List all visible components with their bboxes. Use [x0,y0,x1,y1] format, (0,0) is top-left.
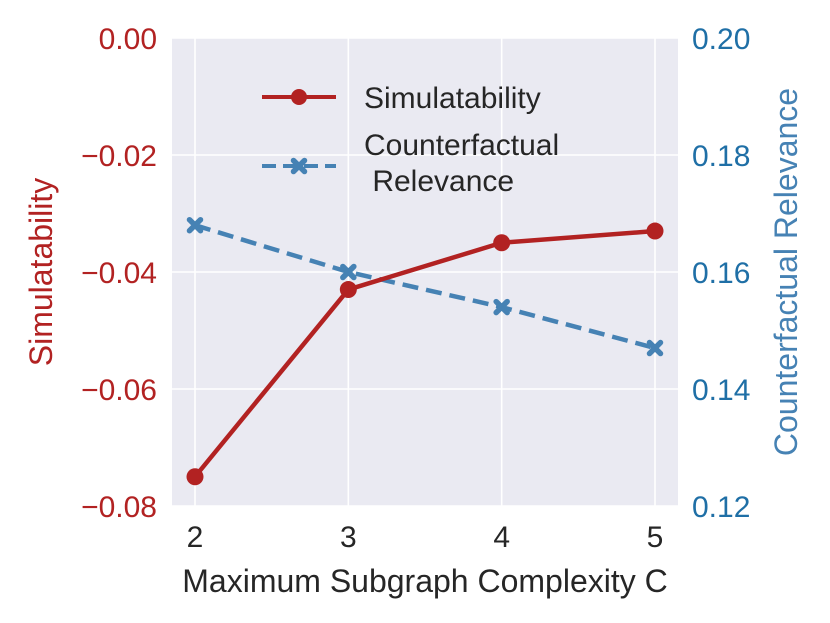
simulatability-point [186,468,204,486]
right-axis-title: Counterfactual Relevance [768,88,804,456]
legend: Simulatability Counterfactual Relevance [262,82,567,198]
x-tick-label: 4 [493,521,510,554]
left-tick-label: −0.02 [81,140,157,173]
left-axis-title: Simulatability [23,178,59,367]
legend-counterfactual-marker [290,157,308,175]
counterfactual-relevance-point [646,339,664,357]
legend-counterfactual-label-line2: Relevance [364,165,514,198]
legend-simulatability-label: Simulatability [364,82,541,115]
series-layer [186,216,664,486]
grid [172,37,678,507]
right-tick-label: 0.20 [692,23,750,56]
legend-counterfactual-label-line1: Counterfactual [364,129,559,162]
x-tick-label: 2 [187,521,204,554]
simulatability-point [339,281,357,299]
counterfactual-relevance-line [194,223,656,351]
right-axis-ticks: 0.20 0.18 0.16 0.14 0.12 [692,23,750,524]
left-tick-label: 0.00 [99,23,157,56]
counterfactual-relevance-point [493,298,510,316]
left-tick-label: −0.04 [81,257,157,290]
x-tick-label: 5 [647,521,664,554]
counterfactual-relevance-point [340,263,357,281]
legend-simulatability-marker [291,89,307,105]
right-tick-label: 0.18 [692,140,750,173]
simulatability-point [493,234,511,252]
left-tick-label: −0.06 [81,374,157,407]
x-axis-ticks: 2 3 4 5 [187,521,664,554]
right-tick-label: 0.14 [692,374,750,407]
legend-counterfactual-label: Counterfactual Relevance [364,129,567,198]
left-tick-label: −0.08 [81,491,157,524]
simulatability-line [193,228,656,479]
counterfactual-relevance-point [186,216,204,234]
right-tick-label: 0.16 [692,257,750,290]
x-tick-label: 3 [340,521,357,554]
left-axis-ticks: 0.00 −0.02 −0.04 −0.06 −0.08 [81,23,157,524]
simulatability-point [646,222,664,240]
x-axis-title: Maximum Subgraph Complexity C [182,563,668,599]
legend-x-icon [290,157,308,175]
right-tick-label: 0.12 [692,491,750,524]
